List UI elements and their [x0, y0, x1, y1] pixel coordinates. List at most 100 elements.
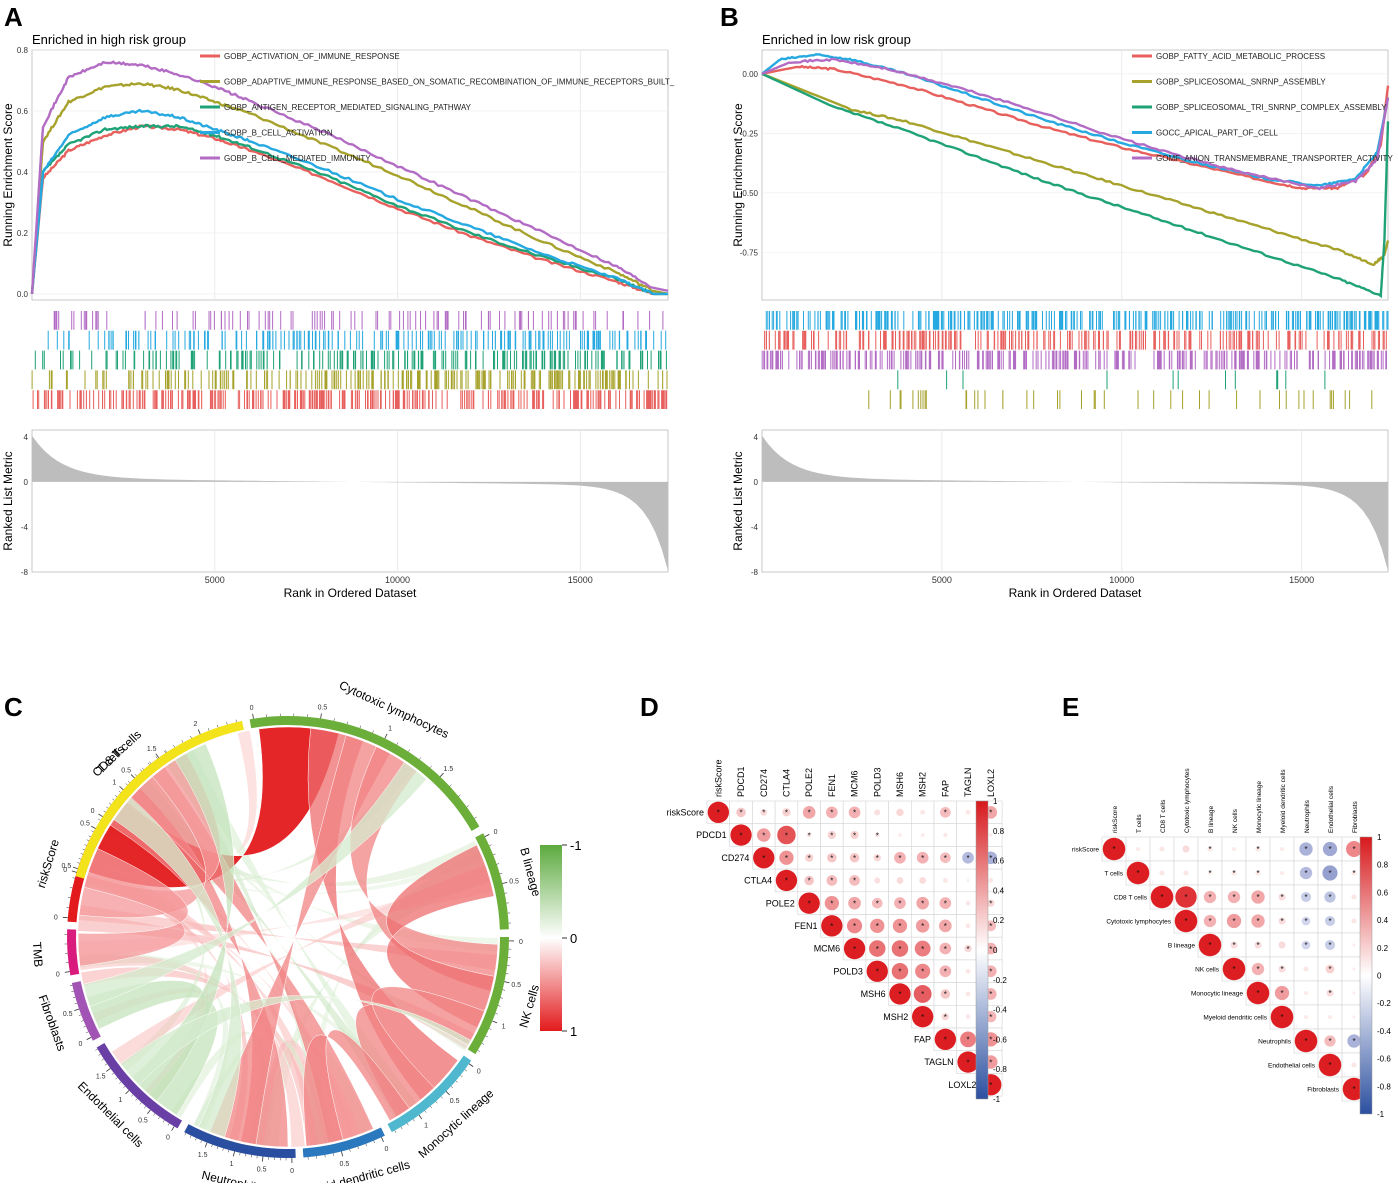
- hit-row-gobp_fatty_acid_metabolic_process: [765, 331, 1387, 350]
- corr-sig-star: *: [989, 967, 992, 976]
- corr-sig-star: *: [830, 877, 833, 886]
- sector-minor-tick: [103, 811, 105, 812]
- sector-tick: [385, 734, 387, 738]
- sector-tick: [74, 1009, 79, 1011]
- sector-minor-tick: [350, 1149, 351, 1151]
- corr-sig-star: *: [762, 809, 765, 818]
- sector-minor-tick: [217, 1147, 218, 1149]
- sector-label-riskscore: riskScore: [34, 837, 62, 889]
- sector-tick: [381, 1137, 383, 1142]
- corr-sig-star: *: [876, 922, 879, 931]
- sector-tick-label: 0: [78, 1041, 82, 1048]
- corr-circle: [1182, 845, 1189, 852]
- hit-row-gobp_b_cell_mediated_immunity: [54, 311, 663, 330]
- sector-tick: [440, 773, 443, 777]
- sector-tick: [233, 1151, 234, 1156]
- corr-sig-star: *: [808, 899, 811, 908]
- corr-sig-star: *: [853, 899, 856, 908]
- corr-colorbar-label: 0: [993, 946, 998, 955]
- x-tick-label: 15000: [1289, 575, 1314, 585]
- corr-sig-star: *: [921, 967, 924, 976]
- metric-y-tick-label: 4: [754, 433, 759, 442]
- sector-minor-tick: [190, 736, 191, 738]
- sector-minor-tick: [503, 990, 505, 991]
- sector-minor-tick: [98, 1054, 100, 1055]
- sector-tick: [253, 714, 254, 719]
- corr-sig-star: *: [1304, 941, 1307, 950]
- corr-circle: [966, 810, 971, 815]
- corr-row-label: Endothelial cells: [1268, 1062, 1316, 1069]
- corr-sig-star: *: [853, 877, 856, 886]
- corr-sig-star: *: [989, 809, 992, 818]
- sector-tick-label: 0.5: [80, 821, 90, 828]
- sector-label-neutrophils: Neutrophils: [200, 1168, 262, 1183]
- corr-col-label: NK cells: [1232, 808, 1239, 833]
- panel-b-title: Enriched in low risk group: [762, 32, 911, 47]
- sector-tick-label: 0: [91, 808, 95, 815]
- corr-colorbar-label: -1: [1377, 1110, 1385, 1119]
- sector-minor-tick: [85, 845, 87, 846]
- x-tick-label: 10000: [1109, 575, 1134, 585]
- corr-sig-star: *: [1328, 845, 1331, 854]
- legend-label: GOCC_APICAL_PART_OF_CELL: [1156, 129, 1279, 138]
- corr-sig-star: *: [1304, 893, 1307, 902]
- es-line-gobp_activation_of_immune_response: [32, 126, 668, 294]
- corr-circle: [1232, 847, 1236, 851]
- es-y-axis-title: Running Enrichment Score: [1, 103, 15, 247]
- corr-sig-star: *: [898, 967, 901, 976]
- sector-tick-label: 0.5: [318, 705, 328, 712]
- sector-minor-tick: [190, 1136, 191, 1138]
- corr-circle: [1136, 847, 1140, 851]
- metric-y-tick-label: -4: [751, 523, 759, 532]
- corr-colorbar-label: 0.2: [993, 916, 1005, 925]
- corr-colorbar-label: -0.2: [993, 976, 1007, 985]
- sector-minor-tick: [334, 718, 335, 720]
- sector-minor-tick: [374, 1141, 375, 1143]
- corr-sig-star: *: [1232, 965, 1235, 974]
- sector-minor-tick: [227, 722, 228, 724]
- corr-row-label: Neutrophils: [1258, 1038, 1292, 1045]
- sector-minor-tick: [236, 720, 237, 722]
- corr-sig-star: *: [785, 854, 788, 863]
- sector-tick: [120, 786, 124, 789]
- metric-y-tick-label: -4: [21, 523, 29, 532]
- corr-sig-star: *: [1256, 917, 1259, 926]
- sector-minor-tick: [347, 722, 348, 724]
- es-y-axis-title: Running Enrichment Score: [731, 103, 745, 247]
- sector-minor-tick: [430, 1106, 432, 1108]
- sector-minor-tick: [212, 1145, 213, 1147]
- panel-letter-e: E: [1062, 692, 1079, 722]
- sector-tick: [125, 1091, 129, 1094]
- corr-sig-star: *: [785, 877, 788, 886]
- corr-sig-star: *: [1112, 845, 1115, 854]
- sector-minor-tick: [106, 807, 108, 808]
- sector-minor-tick: [360, 726, 361, 728]
- corr-row-label: LOXL2: [948, 1080, 976, 1090]
- corr-sig-star: *: [1352, 845, 1355, 854]
- sector-minor-tick: [109, 803, 111, 804]
- corr-colorbar-label: 0.2: [1377, 944, 1389, 953]
- corr-sig-star: *: [1280, 917, 1283, 926]
- sector-tmb: [67, 929, 79, 975]
- sector-tick-label: 0.5: [450, 1098, 460, 1105]
- sector-tick-label: 0: [250, 705, 254, 712]
- sector-minor-tick: [71, 991, 73, 992]
- corr-circle: [1352, 1015, 1355, 1018]
- legend-label: GOMF_ANION_TRANSMEMBRANE_TRANSPORTER_ACT…: [1156, 154, 1393, 163]
- hit-row-gobp_spliceosomal_tri_snrnp_complex_assembly: [898, 370, 1325, 389]
- sector-minor-tick: [164, 751, 165, 753]
- sector-minor-tick: [81, 853, 83, 854]
- corr-circle: [966, 923, 971, 928]
- sector-tick-label: 1: [230, 1161, 234, 1168]
- corr-sig-star: *: [1280, 989, 1283, 998]
- corr-row-label: POLE2: [766, 898, 795, 908]
- corr-sig-star: *: [921, 899, 924, 908]
- corr-sig-star: *: [853, 854, 856, 863]
- corr-row-label: B lineage: [1168, 942, 1195, 949]
- corr-sig-star: *: [717, 809, 720, 818]
- sector-minor-tick: [173, 745, 174, 747]
- hit-row-gobp_adaptive_immune_response_based_on_somatic_recombination_of_immune_receptors_built_: [32, 370, 667, 389]
- corr-row-label: MSH2: [883, 1012, 908, 1022]
- corr-sig-star: *: [1328, 965, 1331, 974]
